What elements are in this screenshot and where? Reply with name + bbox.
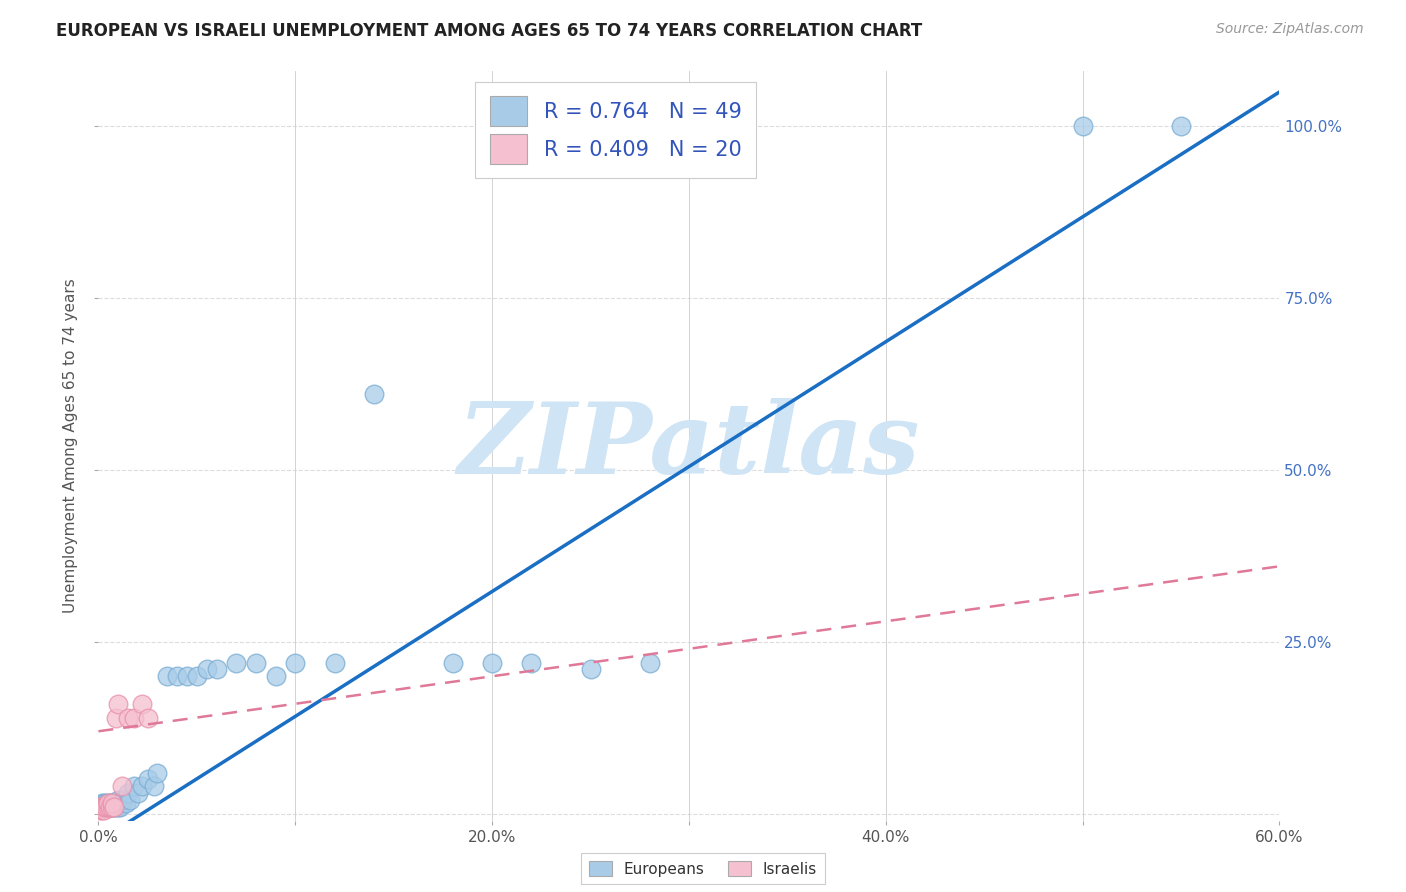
Point bbox=[441, 656, 464, 670]
Point bbox=[579, 662, 602, 676]
Point bbox=[186, 669, 208, 683]
Point bbox=[142, 779, 165, 793]
Point bbox=[166, 669, 188, 683]
Point bbox=[91, 803, 114, 817]
Text: Source: ZipAtlas.com: Source: ZipAtlas.com bbox=[1216, 22, 1364, 37]
Point bbox=[264, 669, 287, 683]
Point bbox=[101, 797, 124, 811]
Point bbox=[146, 765, 169, 780]
Point bbox=[118, 793, 141, 807]
Point bbox=[89, 800, 111, 814]
Point bbox=[156, 669, 179, 683]
Point bbox=[1170, 120, 1192, 134]
Point bbox=[93, 797, 115, 811]
Point bbox=[105, 710, 128, 724]
Legend: R = 0.764   N = 49, R = 0.409   N = 20: R = 0.764 N = 49, R = 0.409 N = 20 bbox=[475, 82, 756, 178]
Point bbox=[136, 710, 159, 724]
Point bbox=[136, 772, 159, 787]
Point bbox=[97, 800, 120, 814]
Point bbox=[1071, 120, 1094, 134]
Point bbox=[323, 656, 346, 670]
Point bbox=[107, 793, 129, 807]
Point bbox=[97, 797, 120, 811]
Point bbox=[98, 797, 121, 811]
Point bbox=[195, 662, 218, 676]
Point bbox=[107, 697, 129, 711]
Point bbox=[117, 786, 139, 800]
Point bbox=[638, 656, 661, 670]
Point bbox=[520, 656, 543, 670]
Point bbox=[93, 800, 115, 814]
Point bbox=[96, 797, 118, 811]
Point bbox=[176, 669, 198, 683]
Text: ZIPatlas: ZIPatlas bbox=[458, 398, 920, 494]
Point bbox=[363, 387, 385, 401]
Text: EUROPEAN VS ISRAELI UNEMPLOYMENT AMONG AGES 65 TO 74 YEARS CORRELATION CHART: EUROPEAN VS ISRAELI UNEMPLOYMENT AMONG A… bbox=[56, 22, 922, 40]
Point bbox=[101, 800, 124, 814]
Point bbox=[97, 797, 120, 811]
Point bbox=[131, 779, 153, 793]
Point bbox=[111, 779, 134, 793]
Point bbox=[93, 803, 115, 817]
Point bbox=[105, 800, 128, 814]
Point bbox=[127, 786, 149, 800]
Point bbox=[98, 800, 121, 814]
Point bbox=[117, 710, 139, 724]
Point bbox=[101, 800, 124, 814]
Point bbox=[98, 800, 121, 814]
Legend: Europeans, Israelis: Europeans, Israelis bbox=[581, 853, 825, 884]
Point bbox=[131, 697, 153, 711]
Point bbox=[205, 662, 228, 676]
Point bbox=[115, 797, 138, 811]
Point bbox=[111, 793, 134, 807]
Point bbox=[101, 797, 124, 811]
Point bbox=[108, 800, 131, 814]
Point bbox=[112, 793, 135, 807]
Point bbox=[122, 779, 145, 793]
Point bbox=[97, 800, 120, 814]
Point bbox=[96, 800, 118, 814]
Point bbox=[103, 800, 125, 814]
Point bbox=[91, 800, 114, 814]
Point bbox=[103, 800, 125, 814]
Point bbox=[122, 710, 145, 724]
Y-axis label: Unemployment Among Ages 65 to 74 years: Unemployment Among Ages 65 to 74 years bbox=[63, 278, 79, 614]
Point bbox=[89, 803, 111, 817]
Point bbox=[284, 656, 307, 670]
Point bbox=[93, 800, 115, 814]
Point bbox=[91, 797, 114, 811]
Point bbox=[91, 800, 114, 814]
Point bbox=[225, 656, 247, 670]
Point bbox=[107, 800, 129, 814]
Point bbox=[96, 800, 118, 814]
Point bbox=[245, 656, 267, 670]
Point bbox=[103, 797, 125, 811]
Point bbox=[89, 800, 111, 814]
Point bbox=[481, 656, 503, 670]
